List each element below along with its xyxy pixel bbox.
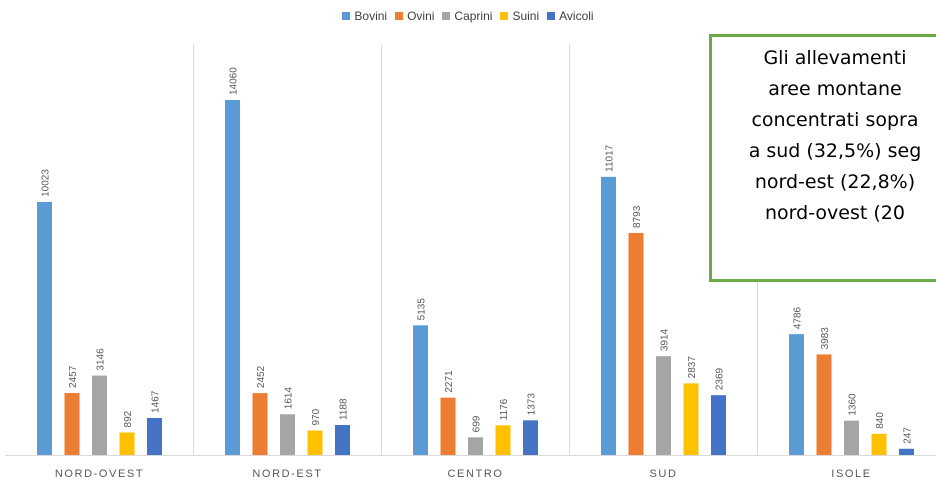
bar: [225, 100, 240, 455]
bar: [871, 433, 887, 455]
bar: [440, 397, 456, 455]
bar: [711, 395, 726, 455]
legend-item: Avicoli: [547, 9, 594, 23]
bar: [468, 437, 483, 455]
data-label: 2837: [687, 356, 698, 379]
legend-label: Bovini: [354, 9, 388, 23]
data-label: 892: [123, 410, 134, 427]
data-label: 3983: [820, 327, 831, 350]
data-label: 3914: [660, 328, 671, 351]
data-label: 10023: [41, 169, 52, 197]
bar: [147, 417, 162, 455]
callout-text: Gli allevamenti aree montane concentrati…: [748, 47, 922, 224]
bar: [789, 334, 804, 455]
bar: [307, 430, 323, 455]
data-label: 970: [311, 408, 322, 425]
data-label: 11017: [605, 144, 616, 172]
legend-label: Avicoli: [559, 9, 594, 23]
bar: [816, 354, 832, 455]
bar: [844, 420, 859, 455]
category-label: ISOLE: [831, 468, 871, 480]
legend-swatch: [342, 12, 351, 20]
legend-label: Ovini: [407, 9, 435, 23]
data-label: 2369: [715, 368, 726, 391]
bar: [523, 420, 538, 455]
legend-swatch: [442, 12, 451, 20]
legend-label: Suini: [512, 9, 540, 23]
legend-item: Bovini: [342, 9, 387, 23]
bar: [413, 325, 428, 455]
data-label: 699: [472, 415, 483, 432]
data-label: 8793: [632, 205, 643, 228]
data-label: 247: [903, 427, 914, 444]
legend-swatch: [500, 12, 509, 20]
data-label: 5135: [417, 298, 428, 321]
data-label: 1176: [499, 398, 510, 420]
data-label: 1614: [284, 387, 295, 410]
legend-swatch: [395, 12, 404, 20]
bar: [252, 393, 268, 455]
bar: [37, 201, 52, 455]
category-label: NORD-OVEST: [55, 468, 144, 480]
data-label: 3146: [96, 348, 107, 371]
bar: [495, 425, 511, 455]
data-label: 1373: [527, 393, 538, 416]
bar: [119, 432, 135, 455]
category-label: SUD: [649, 468, 677, 480]
bar: [64, 392, 80, 455]
bar: [601, 176, 616, 455]
data-label: 2271: [444, 370, 455, 393]
bar: [335, 425, 350, 455]
callout-box: Gli allevamenti aree montane concentrati…: [709, 34, 936, 282]
data-label: 4786: [793, 306, 804, 329]
data-label: 2452: [256, 365, 267, 388]
category-label: CENTRO: [447, 468, 503, 480]
data-label: 2457: [68, 365, 79, 388]
data-label: 1188: [339, 398, 350, 420]
bar: [280, 414, 295, 455]
bar: [628, 232, 644, 455]
category-label: NORD-EST: [252, 468, 322, 480]
data-label: 1360: [848, 393, 859, 416]
legend-swatch: [547, 12, 556, 20]
bar: [656, 356, 671, 455]
data-label: 840: [875, 412, 886, 429]
data-label: 1467: [151, 390, 162, 413]
legend: Bovini Ovini Caprini Suini Avicoli: [0, 9, 936, 23]
data-label: 14060: [229, 67, 240, 95]
legend-item: Caprini: [442, 9, 492, 23]
legend-item: Suini: [500, 9, 539, 23]
bar: [899, 448, 914, 455]
legend-label: Caprini: [454, 9, 493, 23]
bar: [92, 375, 107, 455]
legend-item: Ovini: [395, 9, 434, 23]
bar: [683, 383, 699, 455]
